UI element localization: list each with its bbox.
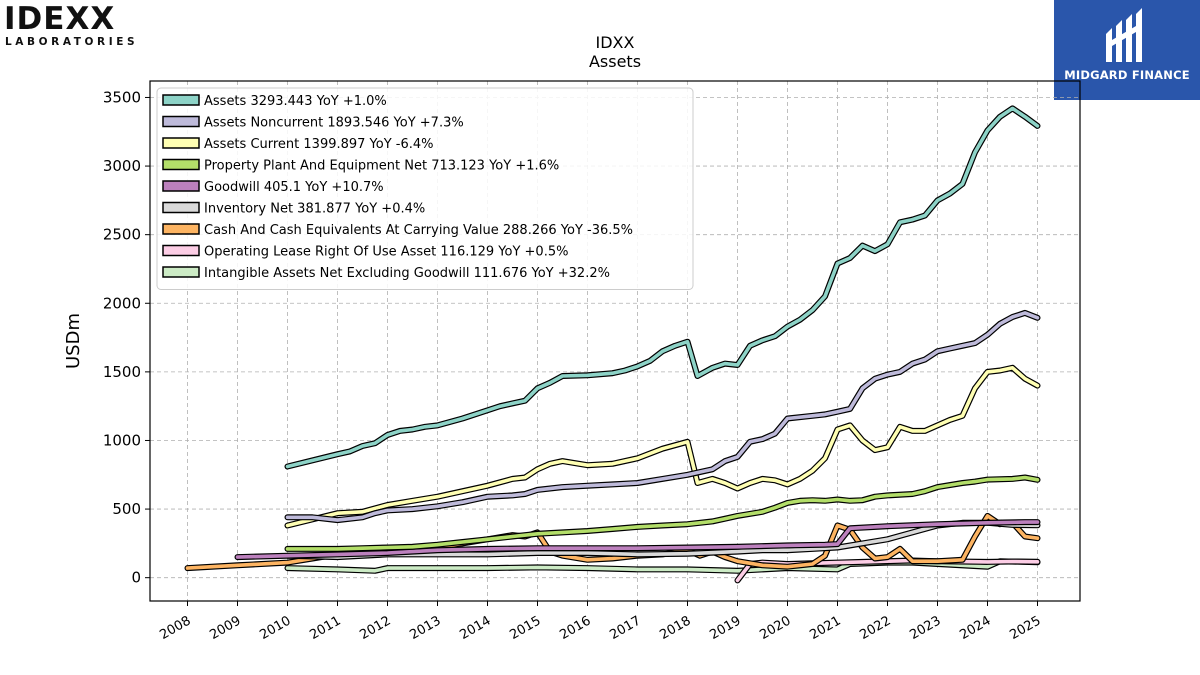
x-tick-label: 2020 <box>757 613 793 643</box>
y-tick-label: 1500 <box>103 363 141 381</box>
legend-swatch <box>162 266 200 278</box>
y-tick-label: 3500 <box>103 88 141 106</box>
legend-swatch <box>162 180 200 192</box>
idexx-wordmark: IDEXX <box>4 1 116 37</box>
chart-title: IDXX <box>596 33 635 52</box>
legend-label: Cash And Cash Equivalents At Carrying Va… <box>204 223 633 238</box>
series-line <box>285 475 1040 551</box>
legend: Assets 3293.443 YoY +1.0% Assets Noncurre… <box>156 87 694 290</box>
legend-entry: Assets Noncurrent 1893.546 YoY +7.3% <box>162 115 464 131</box>
series-line <box>285 106 1040 469</box>
series-line <box>285 311 1040 522</box>
x-tick-label: 2015 <box>507 613 543 643</box>
x-axis: 2008 2009 2010 2011 2012 2013 2014 2015 2016 2017… <box>157 601 1044 643</box>
series-line-outline <box>284 474 1041 552</box>
y-tick-label: 3000 <box>103 157 141 175</box>
x-tick-label: 2008 <box>157 613 193 643</box>
legend-entry: Property Plant And Equipment Net 713.123… <box>162 158 559 174</box>
x-tick-label: 2009 <box>207 613 243 643</box>
x-tick-label: 2024 <box>957 613 993 643</box>
series-layer <box>184 105 1041 584</box>
y-tick-label: 2000 <box>103 294 141 312</box>
legend-entry: Assets 3293.443 YoY +1.0% <box>162 94 387 109</box>
y-axis-label: USDm <box>63 313 84 369</box>
series-property-plant-and-equipment-net <box>284 474 1041 552</box>
legend-label: Assets Noncurrent 1893.546 YoY +7.3% <box>204 116 464 131</box>
legend-entry: Goodwill 405.1 YoY +10.7% <box>162 180 384 195</box>
y-tick-label: 0 <box>131 569 141 587</box>
x-tick-label: 2010 <box>257 613 293 643</box>
x-tick-label: 2018 <box>657 613 693 643</box>
series-line <box>285 366 1040 528</box>
series-assets-noncurrent <box>284 309 1041 524</box>
legend-label: Goodwill 405.1 YoY +10.7% <box>204 180 384 195</box>
series-goodwill <box>234 519 1041 561</box>
legend-label: Intangible Assets Net Excluding Goodwill… <box>204 266 610 281</box>
x-tick-label: 2019 <box>707 613 743 643</box>
x-tick-label: 2021 <box>807 613 843 643</box>
y-axis: 0 500 1000 1500 2000 2500 3000 3500 <box>103 88 150 587</box>
legend-swatch <box>162 201 200 214</box>
x-tick-label: 2011 <box>307 613 343 643</box>
y-tick-label: 2500 <box>103 226 141 244</box>
legend-label: Inventory Net 381.877 YoY +0.4% <box>204 202 425 217</box>
legend-swatch <box>162 115 200 128</box>
x-tick-label: 2013 <box>407 613 443 643</box>
midgard-emblem-icon <box>1106 8 1142 62</box>
x-tick-label: 2025 <box>1007 613 1043 643</box>
midgard-finance-name: MIDGARD FINANCE <box>1064 68 1190 82</box>
chart-subtitle: Assets <box>589 52 641 71</box>
x-tick-label: 2016 <box>557 613 593 643</box>
series-assets <box>284 105 1041 470</box>
legend-box <box>156 87 694 290</box>
x-tick-label: 2012 <box>357 613 393 643</box>
idexx-subline: LABORATORIES <box>5 36 139 48</box>
plot-frame <box>149 80 1081 602</box>
legend-entry: Assets Current 1399.897 YoY -6.4% <box>162 137 434 152</box>
legend-entry: Cash And Cash Equivalents At Carrying Va… <box>162 223 633 238</box>
x-tick-label: 2017 <box>607 613 643 643</box>
legend-swatch <box>162 137 200 149</box>
series-line <box>235 520 1040 559</box>
x-tick-label: 2022 <box>857 613 893 643</box>
legend-entry: Inventory Net 381.877 YoY +0.4% <box>162 201 425 217</box>
x-tick-label: 2023 <box>907 613 943 643</box>
legend-label: Assets 3293.443 YoY +1.0% <box>204 94 387 109</box>
legend-swatch <box>162 244 200 257</box>
series-assets-current <box>284 364 1041 529</box>
legend-swatch <box>162 158 200 171</box>
legend-label: Operating Lease Right Of Use Asset 116.1… <box>204 245 568 260</box>
legend-swatch <box>162 94 200 106</box>
y-tick-label: 500 <box>112 500 141 518</box>
y-tick-label: 1000 <box>103 431 141 449</box>
legend-label: Assets Current 1399.897 YoY -6.4% <box>204 137 434 152</box>
idexx-logo: IDEXX LABORATORIES <box>4 2 154 50</box>
legend-label: Property Plant And Equipment Net 713.123… <box>204 159 559 174</box>
legend-swatch <box>162 223 200 235</box>
legend-entry: Intangible Assets Net Excluding Goodwill… <box>162 266 610 281</box>
legend-entry: Operating Lease Right Of Use Asset 116.1… <box>162 244 568 260</box>
x-tick-label: 2014 <box>457 613 493 643</box>
midgard-finance-logo: MIDGARD FINANCE <box>1054 0 1200 100</box>
